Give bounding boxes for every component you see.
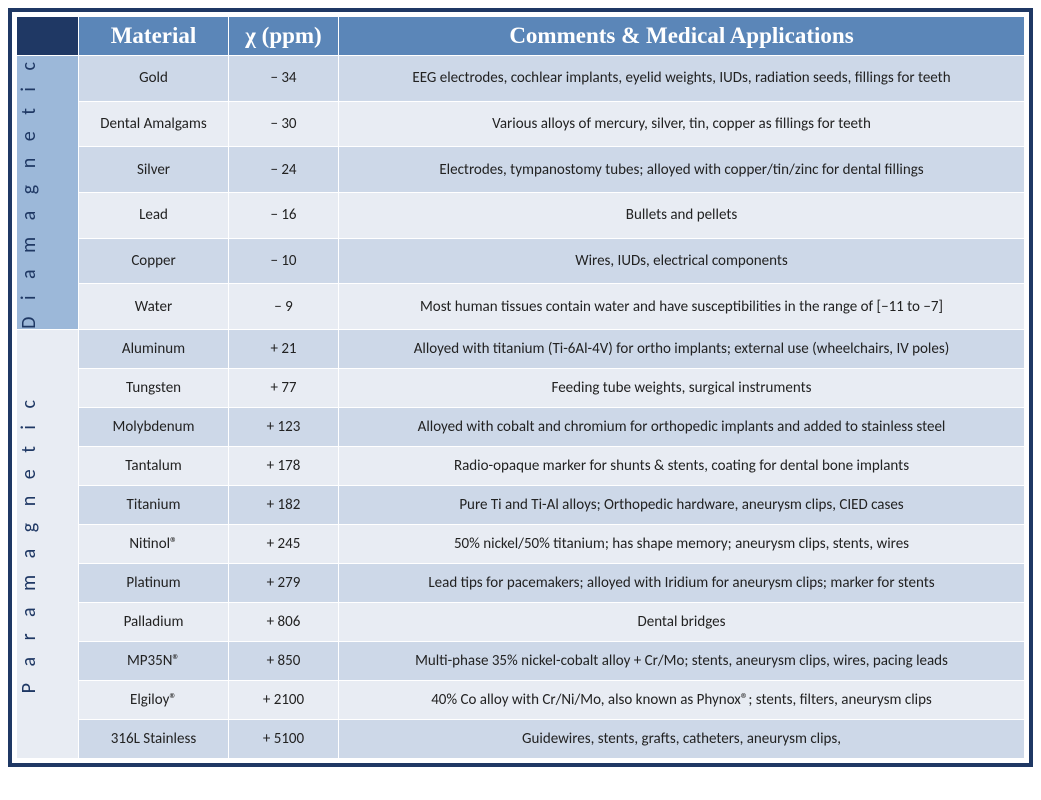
cell-chi: − 34 — [229, 56, 339, 102]
cell-material: 316L Stainless — [79, 719, 229, 758]
table-row: 316L Stainless+ 5100Guidewires, stents, … — [17, 719, 1025, 758]
cell-chi: + 123 — [229, 407, 339, 446]
cell-material: Dental Amalgams — [79, 101, 229, 147]
cell-material: Palladium — [79, 602, 229, 641]
group-label: D i a m a g n e t i c — [17, 56, 79, 330]
materials-table: Material χ (ppm) Comments & Medical Appl… — [16, 16, 1025, 759]
cell-comments: Various alloys of mercury, silver, tin, … — [339, 101, 1025, 147]
cell-material: Tungsten — [79, 368, 229, 407]
cell-chi: + 279 — [229, 563, 339, 602]
table-row: Tungsten+ 77Feeding tube weights, surgic… — [17, 368, 1025, 407]
cell-chi: + 178 — [229, 446, 339, 485]
cell-chi: − 24 — [229, 147, 339, 193]
cell-comments: Pure Ti and Ti-Al alloys; Orthopedic har… — [339, 485, 1025, 524]
cell-material: Tantalum — [79, 446, 229, 485]
cell-chi: + 77 — [229, 368, 339, 407]
table-row: Molybdenum+ 123Alloyed with cobalt and c… — [17, 407, 1025, 446]
header-comments: Comments & Medical Applications — [339, 17, 1025, 56]
cell-material: Titanium — [79, 485, 229, 524]
cell-comments: Bullets and pellets — [339, 192, 1025, 238]
header-corner — [17, 17, 79, 56]
cell-chi: + 806 — [229, 602, 339, 641]
cell-comments: 50% nickel/50% titanium; has shape memor… — [339, 524, 1025, 563]
group-label-text: P a r a m a g n e t i c — [17, 394, 78, 693]
cell-chi: − 30 — [229, 101, 339, 147]
cell-chi: − 10 — [229, 238, 339, 284]
cell-comments: Feeding tube weights, surgical instrumen… — [339, 368, 1025, 407]
cell-comments: Guidewires, stents, grafts, catheters, a… — [339, 719, 1025, 758]
table-row: Tantalum+ 178Radio-opaque marker for shu… — [17, 446, 1025, 485]
cell-material: Elgiloy® — [79, 680, 229, 719]
group-label: P a r a m a g n e t i c — [17, 329, 79, 758]
cell-chi: + 2100 — [229, 680, 339, 719]
cell-chi: − 9 — [229, 284, 339, 330]
table-row: Platinum+ 279Lead tips for pacemakers; a… — [17, 563, 1025, 602]
table-row: Silver− 24Electrodes, tympanostomy tubes… — [17, 147, 1025, 193]
cell-material: MP35N® — [79, 641, 229, 680]
cell-material: Water — [79, 284, 229, 330]
table-row: Copper− 10Wires, IUDs, electrical compon… — [17, 238, 1025, 284]
cell-material: Nitinol® — [79, 524, 229, 563]
table-row: Palladium+ 806Dental bridges — [17, 602, 1025, 641]
cell-material: Lead — [79, 192, 229, 238]
cell-comments: Dental bridges — [339, 602, 1025, 641]
group-label-text: D i a m a g n e t i c — [17, 56, 78, 329]
header-chi: χ (ppm) — [229, 17, 339, 56]
cell-comments: Alloyed with cobalt and chromium for ort… — [339, 407, 1025, 446]
table-row: Nitinol®+ 24550% nickel/50% titanium; ha… — [17, 524, 1025, 563]
cell-chi: − 16 — [229, 192, 339, 238]
cell-comments: Most human tissues contain water and hav… — [339, 284, 1025, 330]
cell-material: Platinum — [79, 563, 229, 602]
table-row: Titanium+ 182Pure Ti and Ti-Al alloys; O… — [17, 485, 1025, 524]
cell-material: Aluminum — [79, 329, 229, 368]
cell-comments: Electrodes, tympanostomy tubes; alloyed … — [339, 147, 1025, 193]
table-row: Elgiloy®+ 210040% Co alloy with Cr/Ni/Mo… — [17, 680, 1025, 719]
table-row: P a r a m a g n e t i cAluminum+ 21Alloy… — [17, 329, 1025, 368]
cell-chi: + 21 — [229, 329, 339, 368]
table-row: Dental Amalgams− 30Various alloys of mer… — [17, 101, 1025, 147]
table-row: Water− 9Most human tissues contain water… — [17, 284, 1025, 330]
table-row: MP35N®+ 850Multi-phase 35% nickel-cobalt… — [17, 641, 1025, 680]
cell-comments: Alloyed with titanium (Ti-6Al-4V) for or… — [339, 329, 1025, 368]
cell-comments: Multi-phase 35% nickel-cobalt alloy + Cr… — [339, 641, 1025, 680]
cell-comments: Wires, IUDs, electrical components — [339, 238, 1025, 284]
cell-chi: + 850 — [229, 641, 339, 680]
table-row: Lead− 16Bullets and pellets — [17, 192, 1025, 238]
cell-chi: + 245 — [229, 524, 339, 563]
table-frame: Material χ (ppm) Comments & Medical Appl… — [8, 8, 1033, 767]
cell-comments: EEG electrodes, cochlear implants, eyeli… — [339, 56, 1025, 102]
cell-chi: + 182 — [229, 485, 339, 524]
cell-comments: Radio-opaque marker for shunts & stents,… — [339, 446, 1025, 485]
cell-material: Molybdenum — [79, 407, 229, 446]
header-material: Material — [79, 17, 229, 56]
cell-comments: Lead tips for pacemakers; alloyed with I… — [339, 563, 1025, 602]
cell-material: Copper — [79, 238, 229, 284]
cell-material: Gold — [79, 56, 229, 102]
header-row: Material χ (ppm) Comments & Medical Appl… — [17, 17, 1025, 56]
cell-material: Silver — [79, 147, 229, 193]
cell-comments: 40% Co alloy with Cr/Ni/Mo, also known a… — [339, 680, 1025, 719]
cell-chi: + 5100 — [229, 719, 339, 758]
table-row: D i a m a g n e t i cGold− 34EEG electro… — [17, 56, 1025, 102]
